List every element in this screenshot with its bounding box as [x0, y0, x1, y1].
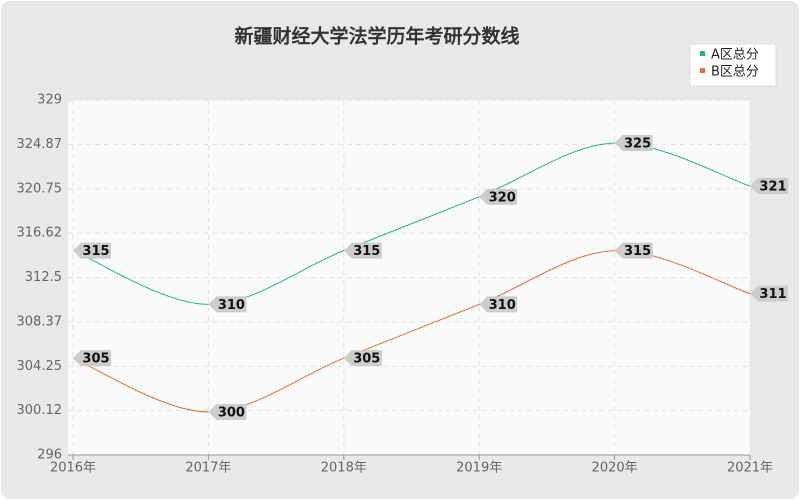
x-tick-label: 2020年 [592, 461, 638, 476]
legend-marker [700, 68, 705, 73]
data-label-tag [343, 350, 382, 367]
data-label-tag [614, 242, 653, 259]
data-label-tag [614, 135, 653, 152]
y-tick-label: 312.5 [25, 270, 62, 285]
data-label: 311 [759, 287, 786, 302]
y-tick-label: 316.62 [17, 226, 63, 241]
data-label: 315 [624, 244, 651, 259]
data-label: 325 [624, 137, 651, 152]
y-tick-label: 329 [37, 93, 62, 108]
x-tick-label: 2017年 [185, 461, 231, 476]
data-label: 310 [489, 298, 516, 313]
data-label-tag [750, 178, 788, 195]
data-label-tag [208, 296, 247, 313]
data-label-tag [208, 403, 247, 420]
x-tick-label: 2016年 [50, 461, 96, 476]
x-tick-label: 2019年 [456, 461, 502, 476]
data-label: 305 [353, 352, 380, 367]
data-label: 315 [353, 244, 380, 259]
y-tick-label: 300.12 [17, 403, 63, 418]
y-tick-label: 320.75 [17, 181, 63, 196]
legend-label: A区总分 [711, 48, 759, 63]
data-label-tag [479, 296, 518, 313]
data-label-tag [73, 242, 111, 259]
data-label-tag [343, 242, 382, 259]
data-label: 320 [489, 190, 516, 205]
y-tick-label: 324.87 [17, 137, 63, 152]
y-tick-label: 308.37 [17, 314, 63, 329]
legend-label: B区总分 [711, 65, 759, 80]
legend-marker [700, 51, 705, 56]
data-label: 305 [82, 352, 109, 367]
data-label-tag [73, 350, 111, 367]
data-label: 310 [218, 298, 245, 313]
y-tick-label: 296 [37, 448, 62, 463]
data-label: 321 [759, 180, 786, 195]
data-label-tag [750, 285, 788, 302]
y-tick-label: 304.25 [17, 359, 63, 374]
data-label: 300 [218, 405, 245, 420]
chart-title: 新疆财经大学法学历年考研分数线 [234, 25, 519, 48]
data-label: 315 [82, 244, 109, 259]
data-label-tag [479, 188, 518, 205]
x-tick-label: 2021年 [727, 461, 773, 476]
x-tick-label: 2018年 [321, 461, 367, 476]
